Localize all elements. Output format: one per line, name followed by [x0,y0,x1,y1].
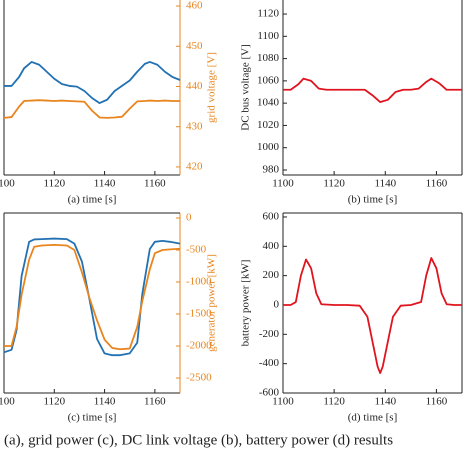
x-tick-label: 1160 [426,178,448,190]
x-tick-label: 1100 [272,178,294,190]
x-tick-label: 1160 [144,396,166,408]
x-tick-label: 1140 [94,396,116,408]
x-tick-label: 1120 [323,178,345,190]
y2-tick-label: -1500 [186,308,212,320]
y2-tick-label: 0 [186,212,192,224]
x-axis-label: (a) time [s] [68,194,117,206]
caption: (a), grid power (c), DC link voltage (b)… [4,432,393,448]
y2-tick-label: 440 [186,80,203,92]
y-tick-label: 1000 [257,141,280,153]
data-line [4,61,181,104]
data-line [4,243,181,351]
y2-tick-label: 420 [186,160,203,172]
y-tick-label: 1120 [257,8,279,20]
y2-tick-label: -2000 [186,340,212,352]
y-tick-label: -600 [259,387,280,399]
data-line [3,99,180,119]
y2-tick-label: 460 [186,0,203,12]
x-axis-label: (d) time [s] [348,412,397,424]
y2-tick-label: -500 [186,244,207,256]
y2-axis-label: grid voltage [V] [206,52,218,123]
y-tick-label: 1100 [257,30,279,42]
y-tick-label: -400 [259,357,280,369]
y-tick-label: 200 [263,269,280,281]
x-tick-label: 1100 [0,396,15,408]
x-tick-label: 1160 [144,178,166,190]
y-tick-label: 1060 [257,74,280,86]
y2-tick-label: -2500 [186,372,212,384]
data-line [283,257,462,374]
x-tick-label: 1100 [0,178,15,190]
y-tick-label: 1020 [257,119,280,131]
y2-tick-label: -1000 [186,276,212,288]
y2-tick-label: 430 [186,120,203,132]
y-tick-label: 600 [263,210,280,222]
y-tick-label: 0 [274,299,280,311]
x-tick-label: 1140 [94,178,116,190]
y-tick-label: 1080 [257,52,280,64]
x-tick-label: 1140 [374,178,396,190]
x-tick-label: 1100 [272,396,294,408]
x-tick-label: 1160 [426,396,448,408]
y2-tick-label: 450 [186,40,203,52]
x-tick-label: 1120 [323,396,345,408]
x-tick-label: 1120 [43,396,65,408]
x-axis-label: (c) time [s] [68,412,117,424]
y2-axis-label: generator power [kW] [206,254,218,352]
y-tick-label: -200 [259,328,280,340]
data-line [283,77,462,103]
y-tick-label: 1040 [257,97,280,109]
y-tick-label: 400 [263,240,280,252]
x-axis-label: (b) time [s] [348,194,397,206]
y-tick-label: 980 [263,164,280,176]
y-axis-label: battery power [kW] [240,260,252,347]
x-tick-label: 1140 [374,396,396,408]
x-tick-label: 1120 [43,178,65,190]
y-axis-label: DC bus voltage [V] [240,44,252,130]
data-line [3,237,181,357]
